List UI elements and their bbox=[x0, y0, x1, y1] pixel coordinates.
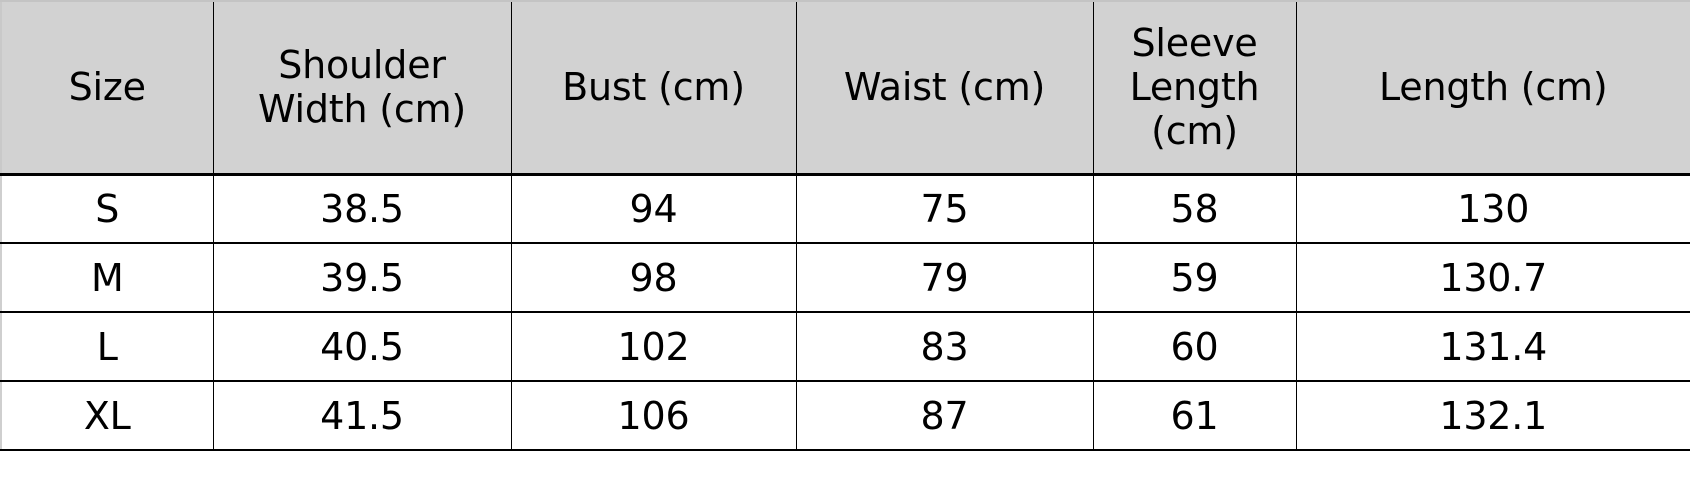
table-row: XL 41.5 106 87 61 132.1 bbox=[0, 381, 1690, 451]
size-chart-table: Size Shoulder Width (cm) Bust (cm) Waist (c… bbox=[0, 0, 1690, 451]
cell-sleeve_length: 60 bbox=[1092, 312, 1297, 382]
cell-bust: 106 bbox=[510, 381, 797, 451]
cell-bust: 94 bbox=[510, 174, 797, 244]
table-row: L 40.5 102 83 60 131.4 bbox=[0, 312, 1690, 382]
table-body: S 38.5 94 75 58 130 M 39.5 98 79 59 130.7 L 40.5 102 83… bbox=[0, 174, 1690, 451]
cell-shoulder_width: 39.5 bbox=[212, 243, 512, 313]
cell-length: 131.4 bbox=[1295, 312, 1690, 382]
column-header-sleeve_length: Sleeve Length (cm) bbox=[1092, 0, 1297, 176]
cell-shoulder_width: 40.5 bbox=[212, 312, 512, 382]
cell-sleeve_length: 59 bbox=[1092, 243, 1297, 313]
cell-length: 130.7 bbox=[1295, 243, 1690, 313]
cell-size: M bbox=[0, 243, 214, 313]
table-header: Size Shoulder Width (cm) Bust (cm) Waist (c… bbox=[0, 0, 1690, 176]
cell-bust: 98 bbox=[510, 243, 797, 313]
column-header-length: Length (cm) bbox=[1295, 0, 1690, 176]
cell-shoulder_width: 41.5 bbox=[212, 381, 512, 451]
column-header-bust: Bust (cm) bbox=[510, 0, 797, 176]
cell-waist: 79 bbox=[795, 243, 1094, 313]
cell-sleeve_length: 61 bbox=[1092, 381, 1297, 451]
cell-length: 132.1 bbox=[1295, 381, 1690, 451]
header-row: Size Shoulder Width (cm) Bust (cm) Waist (c… bbox=[0, 0, 1690, 176]
column-header-shoulder_width: Shoulder Width (cm) bbox=[212, 0, 512, 176]
cell-length: 130 bbox=[1295, 174, 1690, 244]
cell-size: L bbox=[0, 312, 214, 382]
cell-bust: 102 bbox=[510, 312, 797, 382]
column-header-waist: Waist (cm) bbox=[795, 0, 1094, 176]
cell-shoulder_width: 38.5 bbox=[212, 174, 512, 244]
cell-size: S bbox=[0, 174, 214, 244]
table-row: S 38.5 94 75 58 130 bbox=[0, 174, 1690, 244]
cell-size: XL bbox=[0, 381, 214, 451]
cell-waist: 75 bbox=[795, 174, 1094, 244]
cell-waist: 87 bbox=[795, 381, 1094, 451]
column-header-size: Size bbox=[0, 0, 214, 176]
table-row: M 39.5 98 79 59 130.7 bbox=[0, 243, 1690, 313]
cell-sleeve_length: 58 bbox=[1092, 174, 1297, 244]
cell-waist: 83 bbox=[795, 312, 1094, 382]
